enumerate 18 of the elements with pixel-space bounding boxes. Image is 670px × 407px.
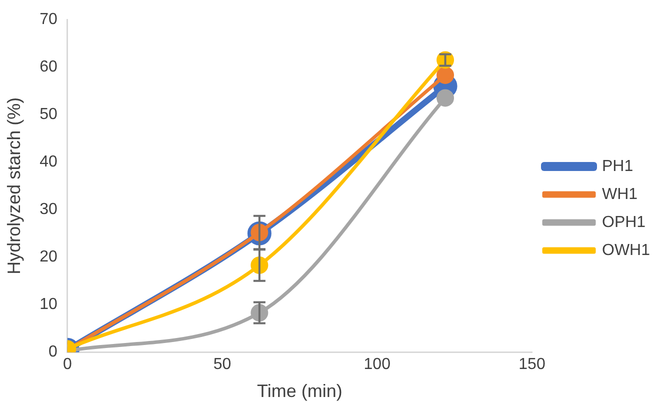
y-tick-label: 20 (40, 248, 58, 266)
y-tick-label: 30 (40, 201, 58, 218)
y-axis-title: Hydrolyzed starch (%) (4, 97, 24, 274)
x-tick-label: 50 (213, 356, 232, 374)
legend-label: OPH1 (602, 214, 646, 231)
x-tick-label: 150 (518, 356, 546, 374)
legend-label: PH1 (602, 158, 634, 175)
legend-label: OWH1 (602, 242, 650, 259)
y-tick-label: 50 (40, 106, 58, 124)
y-tick-label: 70 (40, 11, 58, 28)
y-tick-label: 40 (40, 154, 58, 171)
x-axis-title: Time (min) (257, 381, 342, 402)
legend-label: WH1 (602, 186, 638, 203)
x-tick-label: 0 (62, 356, 72, 374)
y-tick-label: 10 (40, 296, 58, 314)
y-tick-label: 0 (48, 344, 58, 361)
y-tick-label: 60 (40, 58, 58, 76)
x-tick-label: 100 (364, 356, 391, 374)
